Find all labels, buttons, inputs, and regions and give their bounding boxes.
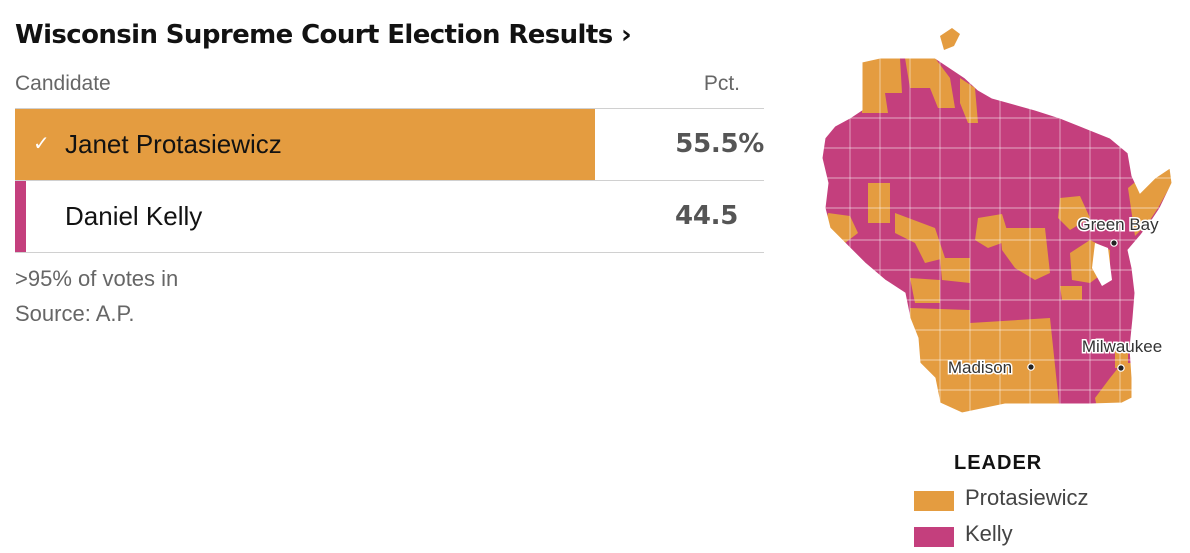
candidate-name: Janet Protasiewicz: [65, 129, 282, 159]
city-marker-madison: Madison: [946, 357, 1035, 379]
green-bay-water: [1092, 243, 1112, 286]
table-header: Candidate Pct.: [15, 70, 764, 109]
source-note: Source: A.P.: [15, 301, 135, 326]
legend-label: Kelly: [965, 521, 1013, 546]
city-marker-green-bay: Green Bay: [1076, 214, 1161, 247]
legend-title: LEADER: [954, 452, 1043, 474]
table-row-protasiewicz: ✓ Janet Protasiewicz 55.5%: [15, 109, 764, 181]
state-outline: [821, 57, 1173, 414]
table-row-kelly: Daniel Kelly 44.5: [15, 181, 764, 253]
candidate-color-marker-kelly: [15, 181, 26, 252]
vote-share-bar-protasiewicz: [15, 109, 595, 180]
candidate-column-header: Candidate: [15, 72, 111, 95]
pct-column-header: Pct.: [703, 72, 740, 95]
city-label-milwaukee: Milwaukee: [1082, 337, 1162, 356]
results-title-link[interactable]: Wisconsin Supreme Court Election Results…: [15, 20, 632, 50]
reporting-status: >95% of votes in: [15, 266, 179, 291]
city-label-madison: Madison: [948, 358, 1012, 377]
legend-swatch-kelly: [914, 527, 954, 547]
county-results-map: Green Bay Milwaukee Madison: [821, 28, 1173, 414]
island-county: [940, 28, 960, 50]
results-table: Candidate Pct. ✓ Janet Protasiewicz 55.5…: [15, 70, 764, 253]
legend-label: Protasiewicz: [965, 485, 1089, 510]
city-label-green-bay: Green Bay: [1077, 215, 1159, 234]
city-marker-milwaukee: Milwaukee: [1080, 336, 1164, 372]
vote-percentage: 55.5%: [675, 129, 764, 159]
candidate-name: Daniel Kelly: [65, 201, 203, 231]
legend-swatch-protasiewicz: [914, 491, 954, 511]
checkmark-icon: ✓: [33, 131, 50, 155]
vote-percentage: 44.5: [675, 201, 738, 231]
